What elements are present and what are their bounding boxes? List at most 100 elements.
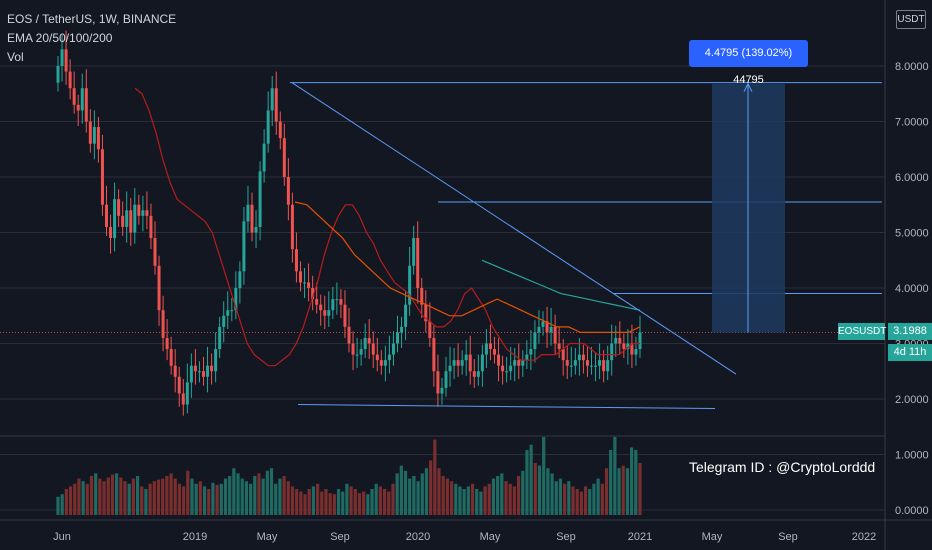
candle-body bbox=[533, 332, 537, 350]
volume-bar bbox=[387, 491, 391, 515]
symbol-title: EOS / TetherUS, 1W, BINANCE bbox=[7, 12, 177, 26]
candle-body bbox=[145, 210, 149, 216]
candle-body bbox=[367, 337, 371, 344]
volume-bar bbox=[592, 483, 596, 515]
volume-bar bbox=[424, 468, 429, 515]
volume-bar bbox=[516, 476, 521, 515]
candle-body bbox=[88, 121, 92, 144]
candle-body bbox=[626, 343, 630, 350]
candle-body bbox=[456, 360, 460, 366]
y-tick-label: 8.0000 bbox=[895, 61, 929, 73]
candle-body bbox=[529, 349, 533, 355]
volume-bar bbox=[370, 489, 374, 515]
candle-body bbox=[254, 226, 258, 233]
volume-bar bbox=[596, 478, 600, 515]
volume-bar bbox=[378, 486, 383, 515]
candle-body bbox=[226, 310, 230, 316]
volume-bar bbox=[303, 494, 307, 515]
volume-bar bbox=[307, 489, 311, 515]
volume-bar bbox=[286, 481, 290, 515]
volume-bar bbox=[140, 486, 144, 515]
candle-body bbox=[189, 365, 193, 383]
candle-body bbox=[56, 66, 60, 83]
candle-body bbox=[501, 365, 505, 372]
volume-bar bbox=[558, 478, 563, 515]
candle-body bbox=[614, 337, 618, 344]
volume-bar bbox=[123, 481, 127, 515]
candle-body bbox=[193, 365, 197, 372]
candle-body bbox=[68, 71, 72, 89]
volume-bar bbox=[320, 491, 324, 515]
candle-body bbox=[250, 204, 254, 233]
volume-bar bbox=[550, 473, 554, 515]
candle-body bbox=[109, 226, 113, 239]
x-tick-label: Sep bbox=[330, 531, 350, 543]
volume-bar bbox=[483, 486, 487, 515]
candle-body bbox=[242, 221, 246, 272]
x-tick-label: May bbox=[480, 531, 501, 543]
ema20-line bbox=[134, 87, 640, 367]
candle-body bbox=[396, 332, 399, 344]
volume-bar bbox=[529, 444, 533, 515]
measure-arrow-head bbox=[743, 82, 753, 92]
candle-body bbox=[303, 282, 307, 284]
volume-bar bbox=[521, 470, 525, 515]
volume-bar bbox=[341, 491, 345, 515]
volume-bar bbox=[357, 493, 362, 515]
volume-bar bbox=[600, 483, 604, 515]
support-line bbox=[297, 404, 716, 410]
volume-bar bbox=[186, 470, 190, 515]
volume-bar bbox=[232, 468, 236, 515]
volume-bar bbox=[508, 483, 512, 515]
unit-badge[interactable]: USDT bbox=[896, 10, 926, 29]
candle-body bbox=[262, 143, 266, 172]
candle-body bbox=[468, 354, 472, 372]
volume-bar bbox=[311, 486, 316, 515]
candle-body bbox=[347, 326, 351, 344]
volume-bar bbox=[161, 478, 165, 515]
candle-body bbox=[517, 360, 521, 366]
candle-body bbox=[484, 343, 488, 355]
candle-body bbox=[185, 382, 189, 405]
candle-body bbox=[96, 127, 100, 150]
volume-bar bbox=[391, 483, 395, 515]
candle-body bbox=[351, 343, 355, 355]
volume-bar bbox=[479, 491, 483, 515]
candle-body bbox=[432, 337, 436, 372]
volume-bar bbox=[441, 476, 445, 515]
volume-bar bbox=[563, 483, 567, 515]
volume-bar bbox=[554, 481, 558, 515]
x-tick-label: May bbox=[257, 531, 278, 543]
candle-body bbox=[569, 365, 573, 367]
candle-body bbox=[343, 304, 347, 327]
candle-body bbox=[513, 360, 517, 366]
candle-body bbox=[630, 343, 634, 355]
candle-body bbox=[428, 321, 432, 338]
volume-bar bbox=[249, 483, 253, 515]
candle-body bbox=[181, 393, 185, 405]
candle-body bbox=[634, 349, 638, 355]
volume-bar bbox=[56, 496, 60, 515]
candle-body bbox=[408, 265, 412, 305]
x-tick-label: Sep bbox=[778, 531, 798, 543]
candle-body bbox=[319, 304, 323, 311]
x-tick-label: 2019 bbox=[183, 531, 207, 543]
volume-bar bbox=[89, 476, 94, 515]
candle-body bbox=[521, 360, 525, 366]
candle-body bbox=[286, 177, 290, 205]
y-tick-label: 7.0000 bbox=[895, 117, 929, 129]
measure-label: 4.4795 (139.02%) 44795 bbox=[689, 40, 808, 86]
candle-body bbox=[476, 371, 480, 377]
candle-body bbox=[420, 288, 424, 305]
candle-body bbox=[509, 365, 513, 372]
candle-body bbox=[525, 354, 529, 361]
volume-bar bbox=[244, 481, 249, 515]
candle-body bbox=[234, 288, 238, 311]
candle-body bbox=[557, 343, 561, 350]
candle-body bbox=[60, 49, 64, 66]
candle-body bbox=[153, 238, 157, 266]
volume-bar bbox=[613, 437, 617, 515]
volume-bar bbox=[94, 473, 98, 515]
ema100-line bbox=[481, 259, 641, 311]
